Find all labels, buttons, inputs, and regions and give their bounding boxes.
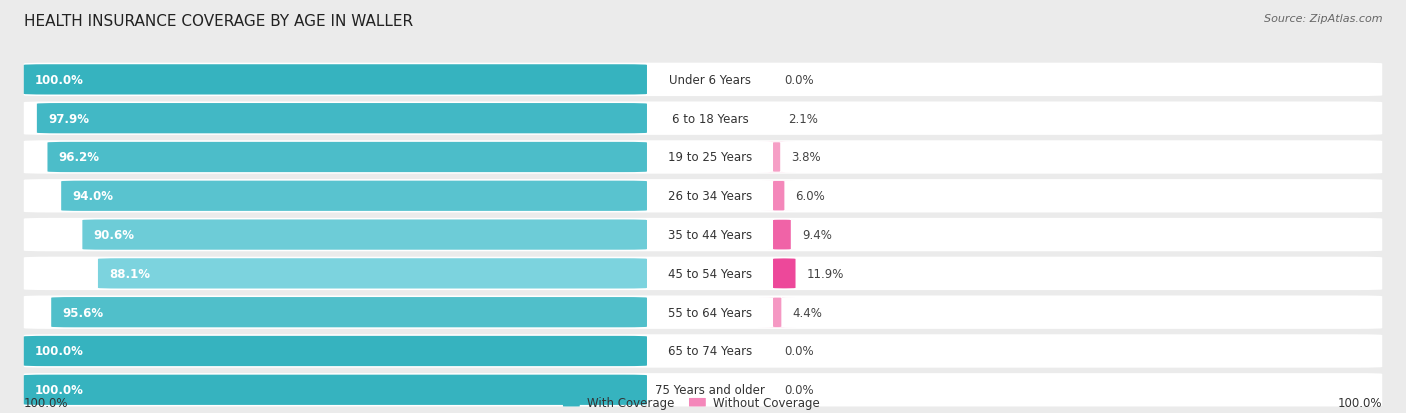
Text: 88.1%: 88.1% xyxy=(110,267,150,280)
FancyBboxPatch shape xyxy=(773,259,796,289)
Text: HEALTH INSURANCE COVERAGE BY AGE IN WALLER: HEALTH INSURANCE COVERAGE BY AGE IN WALL… xyxy=(24,14,413,28)
Text: 100.0%: 100.0% xyxy=(24,396,69,409)
FancyBboxPatch shape xyxy=(24,336,647,366)
Text: 0.0%: 0.0% xyxy=(785,74,814,87)
FancyBboxPatch shape xyxy=(24,257,1382,290)
Text: 11.9%: 11.9% xyxy=(807,267,844,280)
Text: Source: ZipAtlas.com: Source: ZipAtlas.com xyxy=(1264,14,1382,24)
Text: With Coverage: With Coverage xyxy=(586,396,673,409)
Text: 100.0%: 100.0% xyxy=(1337,396,1382,409)
FancyBboxPatch shape xyxy=(24,180,1382,213)
FancyBboxPatch shape xyxy=(762,181,796,211)
FancyBboxPatch shape xyxy=(51,297,647,328)
Text: 97.9%: 97.9% xyxy=(48,112,89,126)
FancyBboxPatch shape xyxy=(24,335,1382,368)
FancyBboxPatch shape xyxy=(24,375,647,405)
FancyBboxPatch shape xyxy=(98,259,647,289)
Text: 4.4%: 4.4% xyxy=(793,306,823,319)
FancyBboxPatch shape xyxy=(83,220,647,250)
Text: 100.0%: 100.0% xyxy=(35,74,84,87)
Text: 35 to 44 Years: 35 to 44 Years xyxy=(668,228,752,242)
Text: 3.8%: 3.8% xyxy=(792,151,821,164)
Text: 6.0%: 6.0% xyxy=(796,190,825,203)
FancyBboxPatch shape xyxy=(24,64,1382,97)
Text: 75 Years and older: 75 Years and older xyxy=(655,383,765,396)
Text: 95.6%: 95.6% xyxy=(62,306,104,319)
Text: 45 to 54 Years: 45 to 54 Years xyxy=(668,267,752,280)
FancyBboxPatch shape xyxy=(689,398,706,406)
Text: 65 to 74 Years: 65 to 74 Years xyxy=(668,345,752,358)
FancyBboxPatch shape xyxy=(562,398,579,406)
FancyBboxPatch shape xyxy=(759,297,796,328)
FancyBboxPatch shape xyxy=(769,220,796,250)
FancyBboxPatch shape xyxy=(24,218,1382,252)
FancyBboxPatch shape xyxy=(48,142,647,173)
Text: 0.0%: 0.0% xyxy=(785,345,814,358)
Text: 19 to 25 Years: 19 to 25 Years xyxy=(668,151,752,164)
Text: 96.2%: 96.2% xyxy=(59,151,100,164)
FancyBboxPatch shape xyxy=(24,65,647,95)
Text: 6 to 18 Years: 6 to 18 Years xyxy=(672,112,748,126)
FancyBboxPatch shape xyxy=(24,296,1382,329)
Text: Without Coverage: Without Coverage xyxy=(713,396,820,409)
FancyBboxPatch shape xyxy=(24,102,1382,135)
Text: 100.0%: 100.0% xyxy=(35,383,84,396)
Text: 2.1%: 2.1% xyxy=(789,112,818,126)
Text: 55 to 64 Years: 55 to 64 Years xyxy=(668,306,752,319)
Text: 90.6%: 90.6% xyxy=(94,228,135,242)
FancyBboxPatch shape xyxy=(24,141,1382,174)
Text: 26 to 34 Years: 26 to 34 Years xyxy=(668,190,752,203)
Text: 0.0%: 0.0% xyxy=(785,383,814,396)
FancyBboxPatch shape xyxy=(758,142,796,173)
Text: 9.4%: 9.4% xyxy=(801,228,832,242)
Text: 100.0%: 100.0% xyxy=(35,345,84,358)
FancyBboxPatch shape xyxy=(24,373,1382,406)
FancyBboxPatch shape xyxy=(37,104,647,134)
Text: Under 6 Years: Under 6 Years xyxy=(669,74,751,87)
FancyBboxPatch shape xyxy=(62,181,647,211)
Text: 94.0%: 94.0% xyxy=(72,190,114,203)
